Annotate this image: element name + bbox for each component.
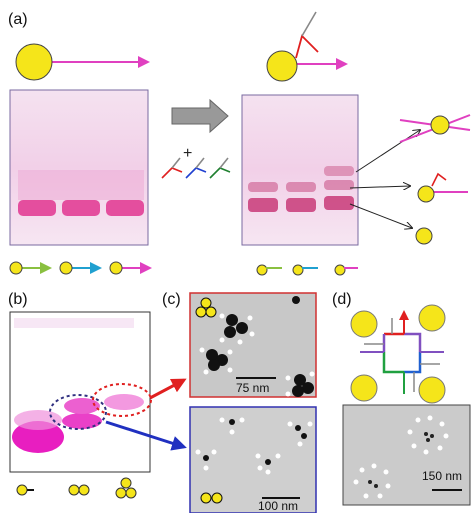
scale-bar-label: 75 nm: [236, 381, 269, 395]
gel: [10, 312, 151, 472]
hybrid-construct: [267, 12, 346, 81]
lane-icons: [17, 478, 136, 498]
tem-image: 100 nm: [190, 407, 316, 513]
assembly-diagram: [351, 305, 445, 403]
process-arrow: [172, 100, 228, 132]
construct: [16, 44, 148, 80]
scale-bar-label: 100 nm: [258, 499, 298, 513]
tem-image: 75 nm: [190, 293, 316, 397]
plus: +: [183, 145, 192, 162]
strands: [162, 158, 230, 178]
lane-icons: [10, 262, 150, 274]
figure: (a) + (b) (c: [0, 0, 475, 513]
panel-label: (a): [8, 11, 28, 28]
panel-label: (d): [332, 291, 352, 308]
panel-label: (b): [8, 291, 28, 308]
lane-icons: [257, 265, 358, 275]
tem-image: 150 nm: [343, 405, 470, 505]
panel-label: (c): [162, 291, 181, 308]
pointer-arrow: [150, 380, 184, 398]
products: [400, 115, 470, 244]
band-arrows: [350, 130, 420, 228]
gel: [10, 90, 148, 245]
gel: [242, 95, 358, 245]
scale-bar-label: 150 nm: [422, 469, 462, 483]
